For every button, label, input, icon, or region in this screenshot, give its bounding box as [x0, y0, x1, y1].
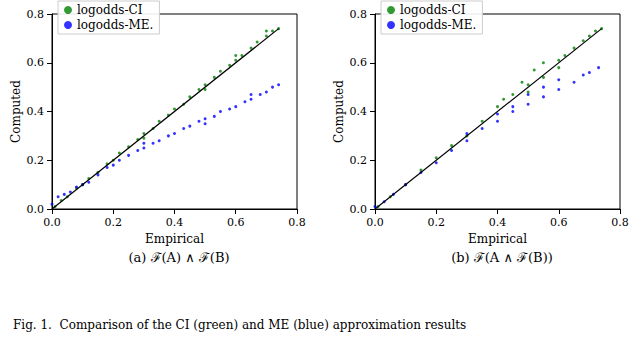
svg-text:Computed: Computed: [9, 80, 23, 143]
svg-text:0.4: 0.4: [166, 216, 184, 229]
svg-text:0.0: 0.0: [27, 203, 45, 216]
svg-text:0.0: 0.0: [350, 203, 368, 216]
svg-text:0.8: 0.8: [611, 216, 629, 229]
svg-text:(b) ℱ(A ∧ ℱ(B)): (b) ℱ(A ∧ ℱ(B)): [451, 250, 553, 265]
svg-text:0.2: 0.2: [428, 216, 446, 229]
svg-text:0.0: 0.0: [43, 216, 61, 229]
svg-text:Empirical: Empirical: [468, 232, 527, 246]
svg-text:0.2: 0.2: [27, 154, 45, 167]
svg-text:logodds-CI: logodds-CI: [400, 3, 466, 17]
svg-text:0.0: 0.0: [366, 216, 384, 229]
svg-text:0.8: 0.8: [288, 216, 306, 229]
svg-text:logodds-ME.: logodds-ME.: [400, 18, 476, 32]
svg-text:0.8: 0.8: [27, 8, 45, 21]
svg-text:(a) ℱ(A) ∧ ℱ(B): (a) ℱ(A) ∧ ℱ(B): [128, 250, 229, 265]
svg-text:0.4: 0.4: [350, 105, 368, 118]
svg-text:0.8: 0.8: [350, 8, 368, 21]
svg-text:0.6: 0.6: [550, 216, 568, 229]
svg-text:0.4: 0.4: [27, 105, 45, 118]
svg-text:0.6: 0.6: [27, 56, 45, 69]
svg-text:0.2: 0.2: [350, 154, 368, 167]
svg-text:logodds-ME.: logodds-ME.: [77, 18, 153, 32]
svg-text:0.4: 0.4: [489, 216, 507, 229]
svg-text:0.6: 0.6: [350, 56, 368, 69]
svg-text:0.2: 0.2: [105, 216, 123, 229]
svg-text:Fig. 1. Comparison of the CI: Fig. 1. Comparison of the CI (green) and…: [13, 318, 466, 332]
svg-text:0.6: 0.6: [227, 216, 245, 229]
svg-text:Empirical: Empirical: [145, 232, 204, 246]
svg-text:Computed: Computed: [332, 80, 346, 143]
svg-text:logodds-CI: logodds-CI: [77, 3, 143, 17]
